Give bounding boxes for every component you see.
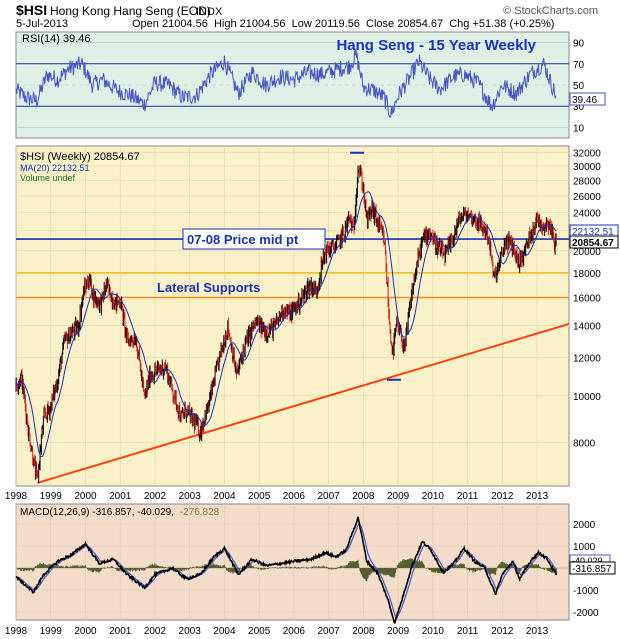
price-tick-label: 26000 (573, 192, 601, 203)
rsi-tick-label: 70 (573, 60, 585, 71)
year-label: 2001 (109, 491, 132, 502)
rsi-tick-label: 90 (573, 39, 585, 50)
close-value-text: 20854.67 (572, 238, 614, 249)
price-ticks: 3200030000280002600024000220002000018000… (573, 148, 601, 449)
macd-year-label: 2003 (179, 626, 202, 637)
rsi-tick-label: 30 (573, 102, 585, 113)
annotation-mid-box (182, 228, 326, 250)
macd-tick-label: 2000 (573, 520, 596, 531)
macd-year-label: 1998 (5, 626, 28, 637)
year-label: 2008 (352, 491, 375, 502)
year-label: 2007 (318, 491, 341, 502)
rsi-tick-label: 10 (573, 123, 585, 134)
year-label: 2002 (144, 491, 167, 502)
macd-year-label: 2002 (144, 626, 167, 637)
year-label: 2011 (457, 491, 479, 502)
chart-title: Hang Seng - 15 Year Weekly (336, 37, 536, 54)
price-tick-label: 14000 (573, 321, 601, 332)
price-legend-symbol: $HSI (Weekly) 20854.67 (20, 151, 140, 163)
macd-year-label: 2004 (213, 626, 236, 637)
macd-year-label: 2006 (283, 626, 306, 637)
rsi-tick-label: 50 (573, 81, 585, 92)
annotation-supports-text: Lateral Supports (157, 280, 260, 295)
ma20-line (15, 191, 557, 457)
rsi-value-text: 39.46 (572, 95, 597, 106)
macd-tick-label: -1000 (573, 586, 599, 597)
price-bars (15, 164, 557, 484)
rsi-line (15, 49, 557, 119)
trend-line (37, 322, 570, 484)
year-label: 2004 (213, 491, 236, 502)
watermark: © StockCharts.com (503, 5, 598, 17)
year-label: 2013 (526, 491, 549, 502)
macd-year-label: 2011 (457, 626, 479, 637)
price-tick-label: 32000 (573, 148, 601, 159)
macd-year-label: 2005 (248, 626, 271, 637)
macd-value-text: -316.857 (572, 564, 612, 575)
price-tick-label: 30000 (573, 162, 601, 173)
year-label: 1998 (5, 491, 28, 502)
ma-value-text: 22132.51 (572, 227, 614, 238)
year-label: 2005 (248, 491, 271, 502)
chart-symbol: $HSI (16, 2, 47, 18)
rsi-panel: 90 70 50 30 10 RSI(14) 39.46 Hang Seng - 15 … (15, 31, 606, 139)
year-axis-labels: 1998 1999 2000 2001 2002 2003 2004 2005 2006 2007… (5, 491, 549, 502)
year-label: 2006 (283, 491, 306, 502)
chart-quote: Open 21004.56 High 21004.56 Low 20119.56… (132, 18, 554, 30)
macd-label: MACD(12,26,9) -316.857, -40.029, -276.82… (20, 507, 220, 518)
macd-year-label: 1999 (40, 626, 63, 637)
price-tick-label: 8000 (573, 439, 596, 450)
macd-year-label: 2001 (109, 626, 132, 637)
chart-date: 5-Jul-2013 (16, 18, 68, 30)
macd-tick-label: 1000 (573, 542, 596, 553)
price-legend-volume: Volume undef (20, 173, 76, 183)
price-tick-label: 28000 (573, 176, 601, 187)
macd-year-label: 2007 (318, 626, 341, 637)
close-value-box (569, 235, 619, 249)
year-label: 2000 (74, 491, 97, 502)
macd-tick-label: -2000 (573, 608, 599, 619)
macd-value-box (569, 561, 616, 575)
year-label: 2010 (422, 491, 445, 502)
macd-label-hist: -276.828 (180, 507, 220, 518)
price-tick-label: 12000 (573, 354, 601, 365)
rsi-label: RSI(14) 39.46 (22, 33, 90, 45)
macd-year-label: 2013 (526, 626, 549, 637)
macd-year-label: 2009 (387, 626, 410, 637)
macd-year-label: 2010 (422, 626, 445, 637)
macd-year-label: 2008 (352, 626, 375, 637)
chart-exchange: INDX (196, 6, 223, 18)
macd-year-grid (15, 504, 538, 620)
price-tick-label: 18000 (573, 269, 601, 280)
price-legend-ma: MA(20) 22132.51 (20, 163, 90, 173)
annotation-mid-text: 07-08 Price mid pt (187, 232, 299, 247)
price-tick-label: 16000 (573, 293, 601, 304)
price-tick-label: 24000 (573, 209, 601, 220)
price-tick-label: 20000 (573, 247, 601, 258)
macd-year-axis-labels: 1998 1999 2000 2001 2002 2003 2004 2005 2006 2007… (5, 626, 549, 637)
year-label: 2009 (387, 491, 410, 502)
macd-signal-text: -40.029 (572, 556, 603, 566)
price-panel: 3200030000280002600024000220002000018000… (15, 145, 619, 487)
macd-year-label: 2000 (74, 626, 97, 637)
macd-year-label: 2012 (491, 626, 514, 637)
rsi-value-box (569, 92, 606, 106)
price-tick-label: 10000 (573, 392, 601, 403)
year-grid (15, 146, 538, 486)
macd-line (15, 516, 558, 625)
chart-symbol-name: Hong Kong Hang Seng (EOD) (50, 4, 211, 18)
rsi-ticks: 90 70 50 30 10 (573, 39, 585, 135)
year-label: 2012 (491, 491, 514, 502)
year-label: 2003 (179, 491, 202, 502)
macd-label-main: MACD(12,26,9) -316.857, -40.029, (20, 507, 174, 518)
year-label: 1999 (40, 491, 63, 502)
